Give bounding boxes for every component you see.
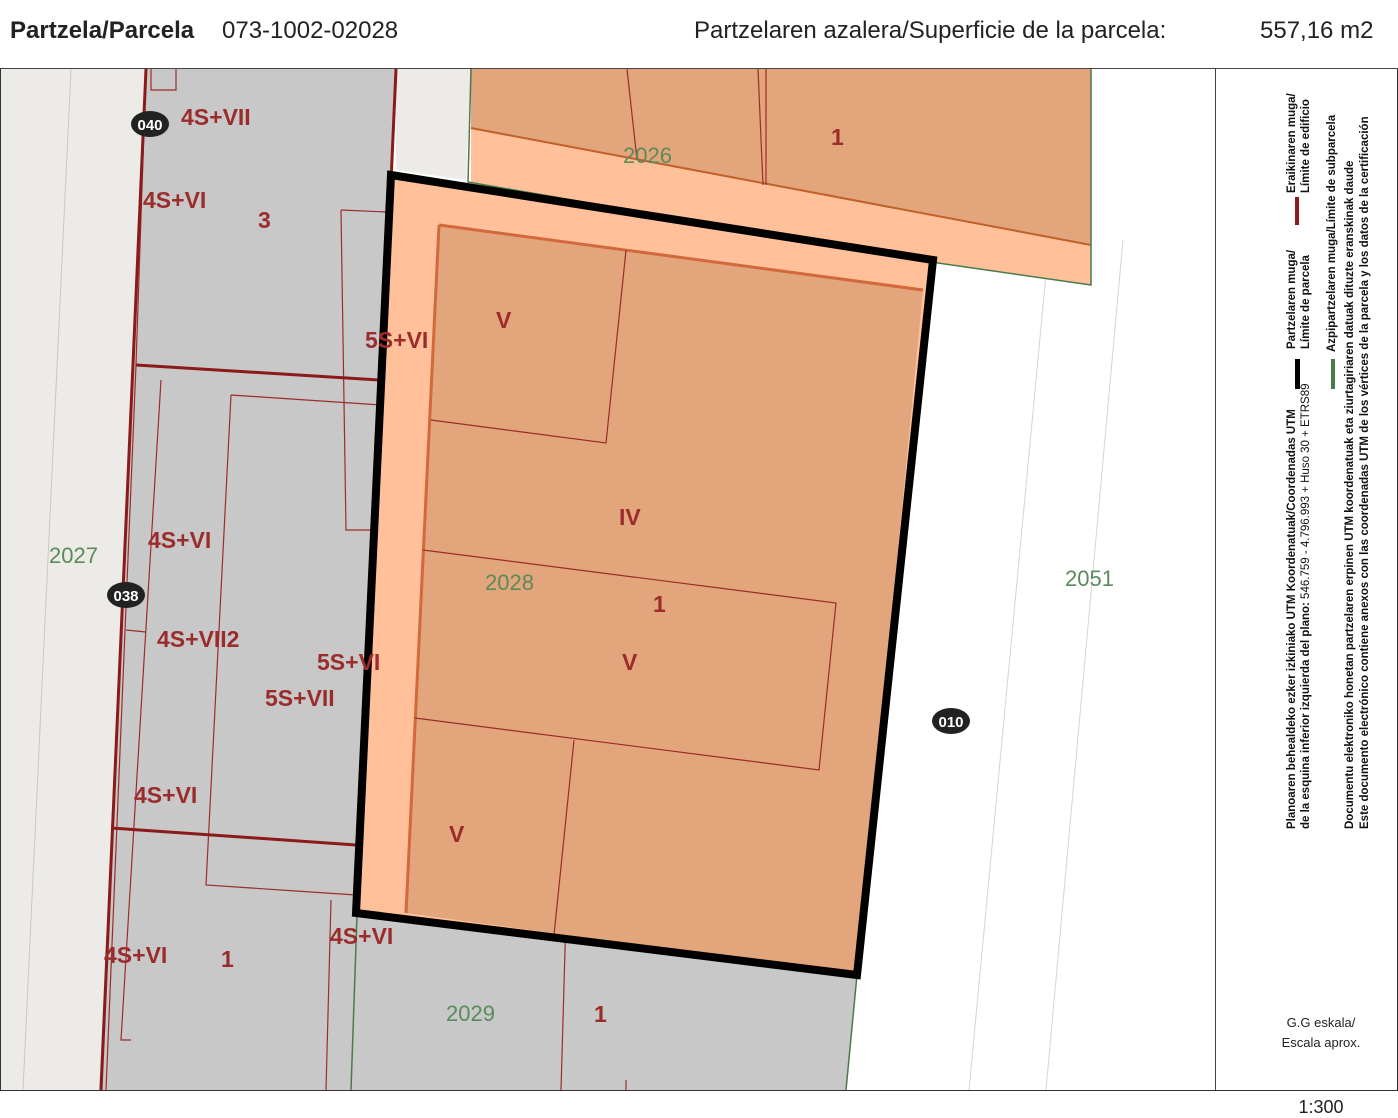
parcel-limit-2028 bbox=[351, 170, 938, 980]
cadastral-map[interactable]: 2026 2027 2028 2029 2051 4S+VII 4S+VI 3 … bbox=[1, 69, 1216, 1090]
floor-label: 3 bbox=[258, 207, 271, 233]
parcel-number-labels: 2026 2027 2028 2029 2051 bbox=[49, 143, 1114, 1026]
scale-label-eu: G.G eskala/ bbox=[1286, 1015, 1356, 1030]
coords-line2: de la esquina inferior izquierda del pla… bbox=[1300, 383, 1312, 829]
coords-value: 546.759 - 4.796.993 + Huso 30 + ETRS89 bbox=[1300, 383, 1312, 599]
street-number-010: 010 bbox=[932, 708, 970, 734]
parcel-2027 bbox=[99, 69, 396, 1090]
coords-label: Planoaren behealdeko ezker izkiniako UTM… bbox=[1286, 409, 1298, 829]
svg-text:038: 038 bbox=[113, 588, 138, 605]
subparcel-limit-2029b bbox=[845, 974, 858, 1090]
building-2026 bbox=[471, 69, 1091, 245]
building-2028-rooms bbox=[414, 249, 837, 936]
map-canvas: 2026 2027 2028 2029 2051 4S+VII 4S+VI 3 … bbox=[1, 69, 1215, 1090]
doc-note-es: Este documento electrónico contiene anex… bbox=[1359, 116, 1371, 829]
building-2028-top-wall bbox=[438, 223, 924, 292]
street-area-2 bbox=[396, 69, 471, 180]
parcel-number-2028: 2028 bbox=[485, 570, 534, 595]
building-limit-label-es: Límite de edificio bbox=[1300, 99, 1312, 193]
area-value: 557,16 m2 bbox=[1260, 17, 1374, 44]
parcel-number-2026: 2026 bbox=[623, 143, 672, 168]
floor-label: 1 bbox=[221, 946, 234, 972]
floor-label: 1 bbox=[831, 124, 844, 150]
parcel-limit-label: Partzelaren muga/ bbox=[1286, 249, 1298, 349]
scale-label-es: Escala aprox. bbox=[1281, 1035, 1361, 1050]
area-label: Partzelaren azalera/Superficie de la par… bbox=[694, 17, 1167, 44]
legend-panel: Eraikinaren muga/ Límite de edificio Par… bbox=[1216, 69, 1397, 1117]
svg-text:040: 040 bbox=[137, 117, 162, 134]
building-limit-swatch bbox=[1295, 197, 1299, 225]
floor-label: 4S+VI bbox=[104, 942, 167, 968]
street-line bbox=[22, 69, 72, 1090]
svg-text:010: 010 bbox=[938, 714, 963, 731]
street-number-040: 040 bbox=[131, 111, 169, 137]
floor-label: 4S+VII bbox=[181, 104, 251, 130]
parcel-number-2027: 2027 bbox=[49, 543, 98, 568]
floor-label: 4S+VI bbox=[134, 782, 197, 808]
floor-label: 4S+VI bbox=[330, 923, 393, 949]
parcel-2029 bbox=[346, 910, 857, 1090]
floor-label: 5S+VI bbox=[365, 327, 428, 353]
floor-label: IV bbox=[619, 504, 641, 530]
header: Partzela/Parcela 073-1002-02028 Partzela… bbox=[0, 0, 1398, 69]
subparcel-limit-2029 bbox=[350, 914, 358, 1090]
parcel-value: 073-1002-02028 bbox=[222, 17, 399, 44]
floor-label: 4S+VII2 bbox=[157, 626, 239, 652]
floor-label: 1 bbox=[653, 591, 666, 617]
floor-label: 5S+VI bbox=[317, 649, 380, 675]
parcel-label: Partzela/Parcela bbox=[10, 17, 195, 44]
building-2026-outline bbox=[470, 127, 1092, 246]
floor-label: V bbox=[496, 307, 512, 333]
coords-label-es: de la esquina inferior izquierda del pla… bbox=[1300, 602, 1312, 829]
street-line-3 bbox=[1045, 239, 1124, 1090]
floor-label: V bbox=[449, 821, 465, 847]
street-number-038: 038 bbox=[107, 582, 145, 608]
building-2026-rooms bbox=[626, 69, 767, 186]
floor-label: 1 bbox=[594, 1001, 607, 1027]
doc-note-eu: Documentu elektroniko honetan partzelare… bbox=[1344, 160, 1356, 829]
street-area bbox=[1, 69, 146, 1090]
parcel-number-2051: 2051 bbox=[1065, 566, 1114, 591]
scale-value: 1:300 bbox=[1298, 1097, 1344, 1117]
parcel-number-2029: 2029 bbox=[446, 1001, 495, 1026]
building-2028-left-wall bbox=[404, 224, 441, 914]
floor-label: 4S+VI bbox=[148, 527, 211, 553]
floor-label: 4S+VI bbox=[143, 187, 206, 213]
floor-labels: 4S+VII 4S+VI 3 5S+VI V IV 1 4S+VI 4S+VII… bbox=[104, 104, 844, 1027]
street-line-2 bbox=[968, 199, 1054, 1090]
subparcel-limit-swatch bbox=[1331, 359, 1335, 389]
floor-label: V bbox=[622, 649, 638, 675]
building-2028 bbox=[406, 225, 923, 975]
building-limit-label: Eraikinaren muga/ bbox=[1286, 93, 1298, 193]
parcel-limit-swatch bbox=[1295, 359, 1300, 389]
floor-label: 5S+VII bbox=[265, 685, 335, 711]
subparcel-limit-label: Azpipartzelaren muga/Límite de subparcel… bbox=[1326, 114, 1338, 352]
parcel-limit-label-es: Límite de parcela bbox=[1300, 255, 1312, 349]
